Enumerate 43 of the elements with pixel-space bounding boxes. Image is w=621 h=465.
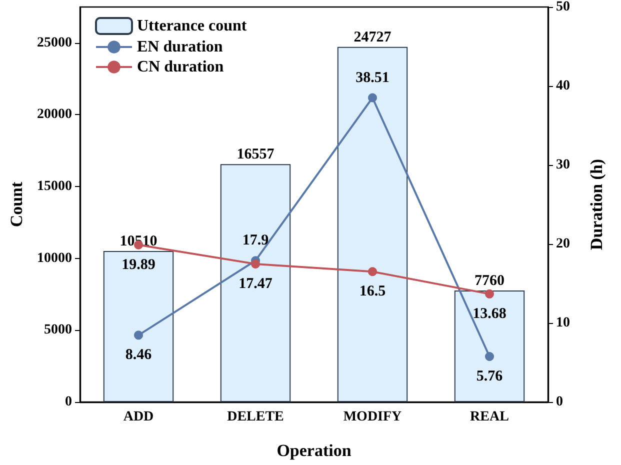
data-label: 19.89 — [122, 256, 156, 273]
y-tick-label: 25000 — [37, 35, 72, 50]
point — [134, 330, 143, 340]
legend-label: CN duration — [137, 58, 224, 76]
data-label: 16.5 — [359, 284, 386, 300]
y2-tick-label: 50 — [556, 0, 570, 14]
legend-label: EN duration — [137, 38, 223, 56]
data-label: 38.51 — [356, 70, 390, 86]
y-tick-label: 0 — [65, 394, 72, 410]
x-tick-label: DELETE — [227, 410, 284, 424]
point — [485, 289, 494, 298]
y-axis-title: Count — [7, 181, 26, 228]
point — [485, 352, 494, 361]
x-tick-label: ADD — [123, 410, 154, 424]
bar — [454, 290, 525, 402]
point — [368, 93, 377, 102]
point — [368, 267, 377, 276]
x-tick-label: REAL — [470, 410, 509, 424]
y2-tick-label: 20 — [556, 236, 570, 252]
x-tick-label: MODIFY — [343, 410, 402, 424]
y-tick-label: 5000 — [44, 322, 72, 338]
legend-label: Utterance count — [137, 18, 248, 34]
data-label: 24727 — [354, 29, 392, 46]
data-label: 17.9 — [242, 232, 269, 249]
y2-tick-label: 30 — [556, 158, 570, 172]
x-axis-title: Operation — [276, 441, 352, 460]
data-label: 16557 — [236, 146, 275, 163]
point — [251, 259, 260, 268]
y-tick-label: 20000 — [37, 107, 72, 122]
bar — [337, 46, 408, 402]
bar — [103, 251, 174, 402]
bar — [220, 164, 291, 402]
data-label: 8.46 — [125, 347, 152, 364]
data-label: 5.76 — [476, 368, 504, 384]
y2-tick-label: 10 — [556, 316, 570, 330]
y2-axis-title: Duration (h) — [587, 158, 606, 250]
data-label: 7760 — [474, 273, 504, 290]
data-label: 13.68 — [472, 306, 506, 322]
data-label: 17.47 — [238, 276, 273, 292]
y-tick-label: 10000 — [37, 250, 72, 266]
y-tick-label: 15000 — [37, 179, 72, 194]
y2-tick-label: 0 — [556, 394, 563, 410]
y2-tick-label: 40 — [556, 78, 570, 94]
